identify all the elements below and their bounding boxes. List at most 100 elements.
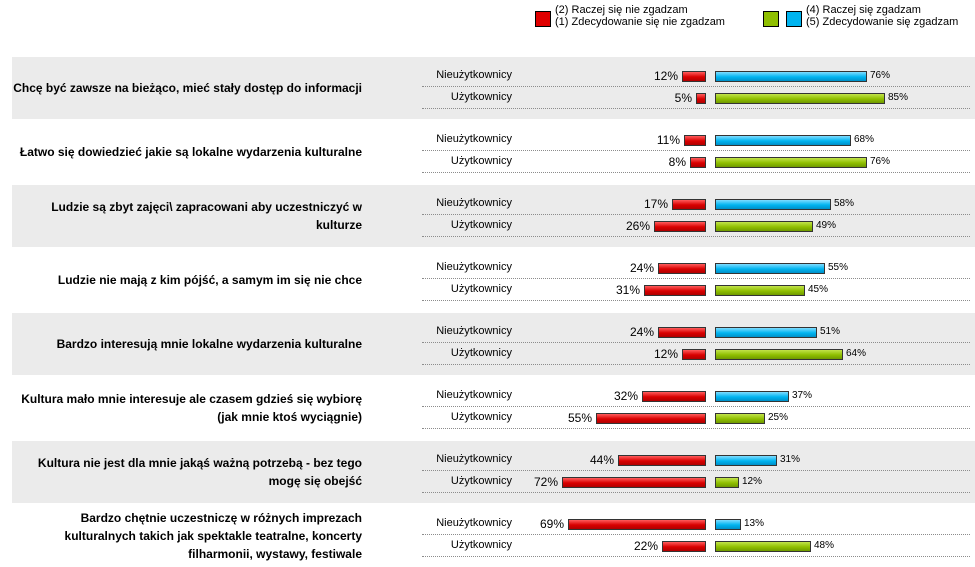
group-label-nonusers: Nieużytkownicy xyxy=(436,69,512,81)
dotted-separator xyxy=(422,470,970,471)
value-label-positive: 76% xyxy=(870,70,891,81)
dotted-separator xyxy=(422,556,970,557)
value-label-negative: 24% xyxy=(629,325,654,339)
value-label-positive: 51% xyxy=(820,326,841,337)
dotted-separator xyxy=(422,236,970,237)
bar-negative xyxy=(682,71,706,82)
bar-positive-nonusers xyxy=(715,199,831,210)
group-label-nonusers: Nieużytkownicy xyxy=(436,325,512,337)
legend-negative-label-1: (2) Raczej się nie zgadzam xyxy=(555,4,688,16)
dotted-separator xyxy=(422,300,970,301)
group-label-users: Użytkownicy xyxy=(450,155,512,167)
value-label-positive: 45% xyxy=(808,284,829,295)
group-label-nonusers: Nieużytkownicy xyxy=(436,517,512,529)
value-label-positive: 68% xyxy=(854,134,875,145)
group-label-users: Użytkownicy xyxy=(450,411,512,423)
value-label-negative: 55% xyxy=(567,411,592,425)
bar-negative xyxy=(690,157,706,168)
statement-label: Łatwo się dowiedzieć jakie są lokalne wy… xyxy=(12,121,362,183)
bar-positive-users xyxy=(715,349,843,360)
value-label-negative: 26% xyxy=(625,219,650,233)
value-label-negative: 12% xyxy=(653,347,678,361)
bar-positive-nonusers xyxy=(715,455,777,466)
bar-positive-nonusers xyxy=(715,391,789,402)
group-label-users: Użytkownicy xyxy=(450,219,512,231)
value-label-positive: 55% xyxy=(828,262,849,273)
value-label-positive: 64% xyxy=(846,348,867,359)
value-label-negative: 32% xyxy=(613,389,638,403)
statement-text: Bardzo interesują mnie lokalne wydarzeni… xyxy=(56,337,362,351)
value-label-positive: 13% xyxy=(744,518,765,529)
bar-negative xyxy=(618,455,706,466)
statement-text: Ludzie nie mają z kim pójść, a samym im … xyxy=(57,273,362,287)
statement-text: Bardzo chętnie uczestniczę w różnych imp… xyxy=(64,511,362,561)
value-label-positive: 49% xyxy=(816,220,837,231)
bar-negative xyxy=(644,285,706,296)
bar-positive-users xyxy=(715,285,805,296)
dotted-separator xyxy=(422,406,970,407)
dotted-separator xyxy=(422,86,970,87)
bar-positive-users xyxy=(715,541,811,552)
dotted-separator xyxy=(422,278,970,279)
value-label-negative: 11% xyxy=(656,133,680,147)
bar-negative xyxy=(642,391,706,402)
value-label-negative: 22% xyxy=(633,539,658,553)
value-label-negative: 17% xyxy=(643,197,668,211)
statement-text: Chcę być zawsze na bieżąco, mieć stały d… xyxy=(13,81,362,95)
legend-swatch-negative xyxy=(535,11,551,27)
legend-negative-label-2: (1) Zdecydowanie się nie zgadzam xyxy=(555,16,725,28)
value-label-positive: 48% xyxy=(814,540,835,551)
statement-text: Kultura nie jest dla mnie jakąś ważną po… xyxy=(37,456,362,488)
bar-positive-users xyxy=(715,93,885,104)
legend-positive-label-2: (5) Zdecydowanie się zgadzam xyxy=(806,16,959,28)
statement-label: Ludzie nie mają z kim pójść, a samym im … xyxy=(12,249,362,311)
dotted-separator xyxy=(422,150,970,151)
bar-positive-users xyxy=(715,221,813,232)
group-label-nonusers: Nieużytkownicy xyxy=(436,453,512,465)
value-label-negative: 5% xyxy=(674,91,692,105)
group-label-nonusers: Nieużytkownicy xyxy=(436,389,512,401)
bar-negative xyxy=(654,221,706,232)
group-label-users: Użytkownicy xyxy=(450,283,512,295)
value-label-positive: 58% xyxy=(834,198,855,209)
statement-label: Bardzo chętnie uczestniczę w różnych imp… xyxy=(12,505,362,567)
bar-negative xyxy=(658,327,706,338)
bar-negative xyxy=(562,477,706,488)
bar-positive-nonusers xyxy=(715,519,741,530)
statement-label: Kultura nie jest dla mnie jakąś ważną po… xyxy=(12,441,362,503)
dotted-separator xyxy=(422,214,970,215)
group-label-nonusers: Nieużytkownicy xyxy=(436,133,512,145)
bar-negative xyxy=(568,519,706,530)
dotted-separator xyxy=(422,492,970,493)
statement-text: Ludzie są zbyt zajęci\ zapracowani aby u… xyxy=(51,200,362,232)
bar-negative xyxy=(684,135,706,146)
value-label-negative: 24% xyxy=(629,261,654,275)
value-label-negative: 69% xyxy=(539,517,564,531)
value-label-negative: 44% xyxy=(589,453,614,467)
dotted-separator xyxy=(422,172,970,173)
dotted-separator xyxy=(422,108,970,109)
bar-positive-nonusers xyxy=(715,327,817,338)
dotted-separator xyxy=(422,428,970,429)
group-label-users: Użytkownicy xyxy=(450,91,512,103)
bar-positive-nonusers xyxy=(715,135,851,146)
statement-text: Łatwo się dowiedzieć jakie są lokalne wy… xyxy=(19,145,362,159)
value-label-positive: 25% xyxy=(768,412,789,423)
statement-label: Bardzo interesują mnie lokalne wydarzeni… xyxy=(12,313,362,375)
value-label-positive: 76% xyxy=(870,156,891,167)
legend-positive-label-1: (4) Raczej się zgadzam xyxy=(806,4,921,16)
statement-label: Ludzie są zbyt zajęci\ zapracowani aby u… xyxy=(12,185,362,247)
bar-negative xyxy=(696,93,706,104)
value-label-negative: 8% xyxy=(668,155,686,169)
bar-positive-nonusers xyxy=(715,263,825,274)
group-label-users: Użytkownicy xyxy=(450,539,512,551)
bar-negative xyxy=(662,541,706,552)
legend-swatch-nonusers xyxy=(786,11,802,27)
bar-negative xyxy=(658,263,706,274)
value-label-negative: 12% xyxy=(653,69,678,83)
bar-positive-users xyxy=(715,413,765,424)
legend-swatch-users xyxy=(763,11,779,27)
value-label-positive: 85% xyxy=(888,92,909,103)
value-label-negative: 31% xyxy=(615,283,640,297)
